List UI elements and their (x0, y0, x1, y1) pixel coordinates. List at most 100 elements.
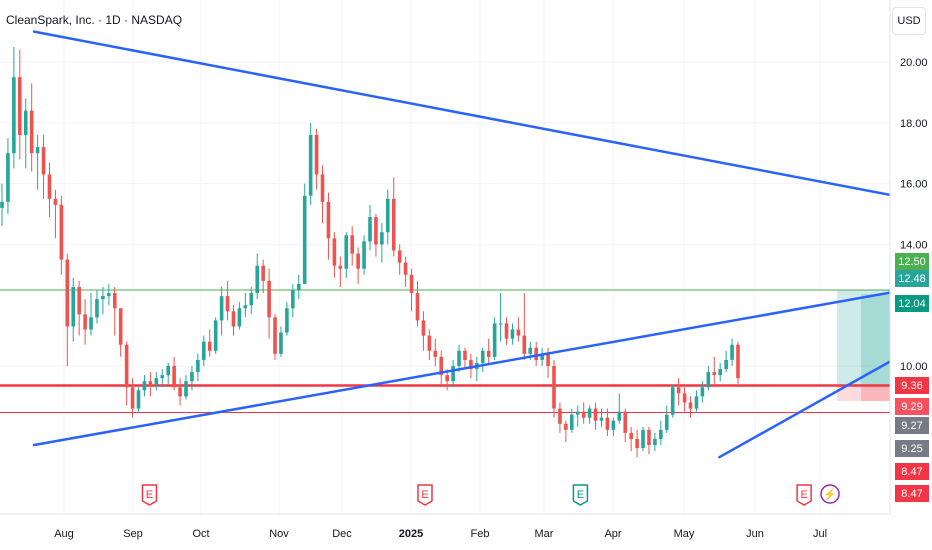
event-marker-shape (572, 484, 589, 506)
candle-body (480, 350, 485, 363)
candle-body (249, 293, 254, 306)
candle (540, 347, 544, 366)
candle-body (166, 366, 170, 376)
candle-body (575, 411, 580, 415)
candle (107, 283, 111, 306)
candle-body (83, 314, 87, 330)
price-axis[interactable]: 20.00 18.00 16.00 14.00 10.00 (900, 57, 928, 373)
split-marker: ⚡ (820, 484, 840, 504)
candle-body (587, 408, 592, 418)
candle-body (403, 262, 408, 275)
candle (641, 426, 645, 452)
candle (148, 372, 153, 397)
trendline (32, 283, 932, 447)
candle (629, 426, 633, 452)
candle-body (469, 359, 473, 370)
time-tick-label: Sep (123, 528, 143, 540)
candle (587, 405, 592, 424)
candle-body (653, 438, 657, 446)
candle (564, 420, 568, 442)
candle-body (59, 204, 64, 260)
candle (291, 283, 295, 318)
candle-body (225, 296, 230, 312)
time-tick-label: Dec (332, 528, 352, 540)
time-tick-label: 2025 (399, 528, 423, 540)
candle-body (564, 423, 568, 430)
candle-body (700, 387, 705, 397)
currency-button[interactable]: USD (892, 7, 926, 35)
candle (124, 341, 129, 406)
candle (237, 302, 242, 330)
candle-body (29, 110, 34, 154)
candle (112, 286, 117, 336)
candle (18, 49, 22, 160)
candle-body (593, 408, 598, 421)
candle (35, 134, 40, 190)
candle-body (219, 296, 224, 321)
time-tick-label: May (674, 528, 695, 540)
candle-body (617, 411, 622, 421)
candle (219, 286, 224, 336)
event-marker-label: ⚡ (823, 488, 837, 501)
event-marker-label: E (146, 489, 153, 501)
price-label: 9.36 (895, 377, 929, 394)
candle-body (688, 402, 693, 409)
candle-body (47, 174, 52, 199)
candle-body (326, 201, 331, 239)
candle-body (172, 366, 176, 388)
candle (136, 387, 141, 412)
candle (552, 359, 556, 418)
candle (599, 408, 604, 427)
candle (267, 268, 271, 339)
candle-body (285, 308, 289, 333)
candle (160, 369, 165, 388)
candle-body (380, 232, 384, 245)
symbol-title[interactable]: CleanSpark, Inc. · 1D · NASDAQ (6, 13, 183, 27)
price-tick-label: 20.00 (900, 57, 928, 69)
candle (338, 256, 343, 287)
candle-body (581, 411, 586, 418)
time-tick-label: Nov (269, 528, 289, 540)
candle (296, 274, 301, 300)
candle-body (213, 320, 218, 351)
candle-body (409, 274, 414, 294)
candle (676, 378, 681, 406)
time-tick-label: Apr (604, 528, 621, 540)
candle-body (23, 110, 28, 135)
candle (516, 317, 521, 342)
candle-body (445, 375, 449, 382)
candle-body (107, 293, 111, 297)
candle (332, 232, 337, 278)
candle (433, 338, 438, 366)
candle (700, 381, 705, 403)
candle-body (142, 381, 147, 391)
candle-body (386, 198, 390, 233)
candle (534, 341, 538, 366)
candle (486, 338, 491, 363)
candle (255, 253, 260, 300)
candle (475, 356, 479, 382)
time-tick-label: Jun (746, 528, 764, 540)
trendline (32, 30, 932, 205)
price-label: 9.27 (895, 417, 929, 434)
candle-body (510, 329, 515, 339)
event-marker-shape (141, 484, 158, 506)
candle-body (332, 238, 337, 266)
candle-body (35, 147, 40, 154)
candle-body (540, 353, 544, 360)
candle (570, 408, 574, 433)
candle-body (118, 308, 123, 345)
candle (522, 293, 527, 360)
candle (736, 341, 740, 385)
candle-body (356, 253, 360, 269)
candle-body (71, 286, 76, 327)
candle-body (302, 195, 307, 284)
time-axis[interactable]: Aug Sep Oct Nov Dec 2025 Feb Mar Apr May Jun Jul (54, 528, 827, 540)
candle (154, 372, 159, 391)
candle (368, 204, 372, 251)
candle-body (522, 335, 527, 354)
candle (285, 302, 289, 336)
candle (463, 347, 467, 370)
candle (65, 253, 70, 366)
